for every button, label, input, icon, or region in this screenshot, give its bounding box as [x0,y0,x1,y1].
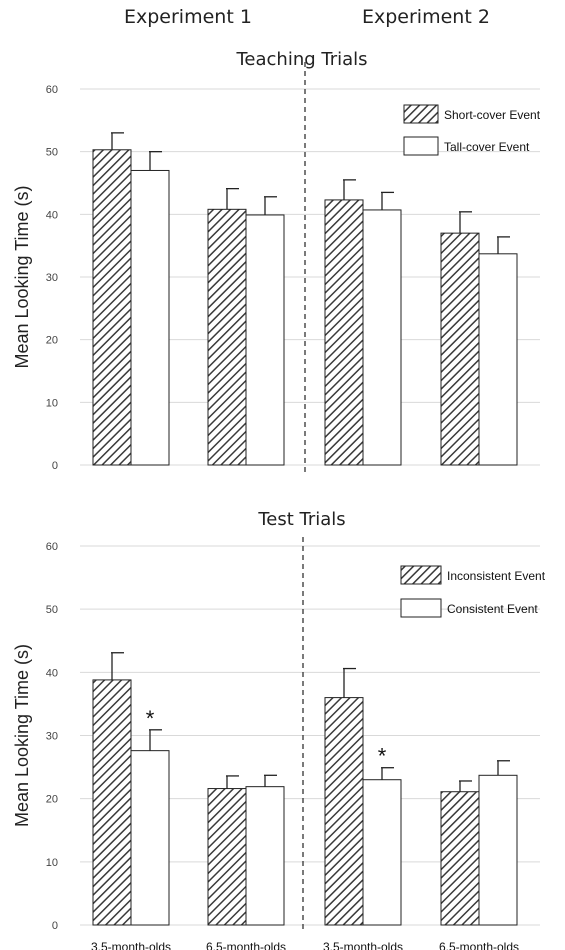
teaching-trials-chart: Teaching Trials 0 10 20 30 40 50 60 Mean Looking… [12,49,541,473]
y-tick-label: 40 [46,667,58,679]
chart-title: Test Trials [257,509,345,530]
significance-marker: * [146,706,155,731]
legend-label: Consistent Event [447,602,538,616]
y-tick-label: 20 [46,335,58,347]
bar [130,169,170,466]
y-tick-label: 10 [46,397,58,409]
legend-label: Short-cover Event [444,108,541,122]
legend-label: Tall-cover Event [444,140,530,154]
bar [207,208,247,466]
y-tick-label: 40 [46,209,58,221]
y-axis-label: Mean Looking Time (s) [12,185,32,368]
y-tick-label: 60 [46,84,58,96]
legend-swatch [400,565,442,585]
bar [362,779,402,926]
chart-title: Teaching Trials [235,49,367,70]
y-tick-label: 60 [46,541,58,553]
category-label: 3.5-month-olds [91,940,171,950]
bar [362,209,402,466]
bar [92,149,132,466]
legend-swatch [403,104,439,124]
bar [245,214,285,466]
bar [324,697,364,926]
legend-label: Inconsistent Event [447,569,546,583]
y-tick-label: 30 [46,731,58,743]
y-tick-label: 20 [46,794,58,806]
category-label: 6.5-month-olds [206,940,286,950]
legend-swatch [400,598,442,618]
bar [324,199,364,466]
bar [207,788,247,926]
bar [130,750,170,926]
bar [245,786,285,926]
bar [440,232,480,466]
experiment-2-header: Experiment 2 [362,6,490,28]
y-tick-label: 50 [46,604,58,616]
category-label: 3.5-month-olds [323,940,403,950]
legend-swatch [403,136,439,156]
y-tick-label: 30 [46,272,58,284]
significance-marker: * [378,744,387,769]
y-tick-label: 0 [52,460,58,472]
experiment-1-header: Experiment 1 [124,6,252,28]
bar [478,774,518,926]
bar [440,791,480,926]
y-tick-label: 50 [46,147,58,159]
category-label: 6.5-month-olds [439,940,519,950]
bar [478,253,518,466]
y-tick-label: 0 [52,920,58,932]
test-trials-chart: Test Trials 0 10 20 30 40 50 60 Mean Looking Tim… [12,509,546,950]
y-axis-label: Mean Looking Time (s) [12,644,32,827]
y-tick-label: 10 [46,857,58,869]
bar [92,679,132,926]
